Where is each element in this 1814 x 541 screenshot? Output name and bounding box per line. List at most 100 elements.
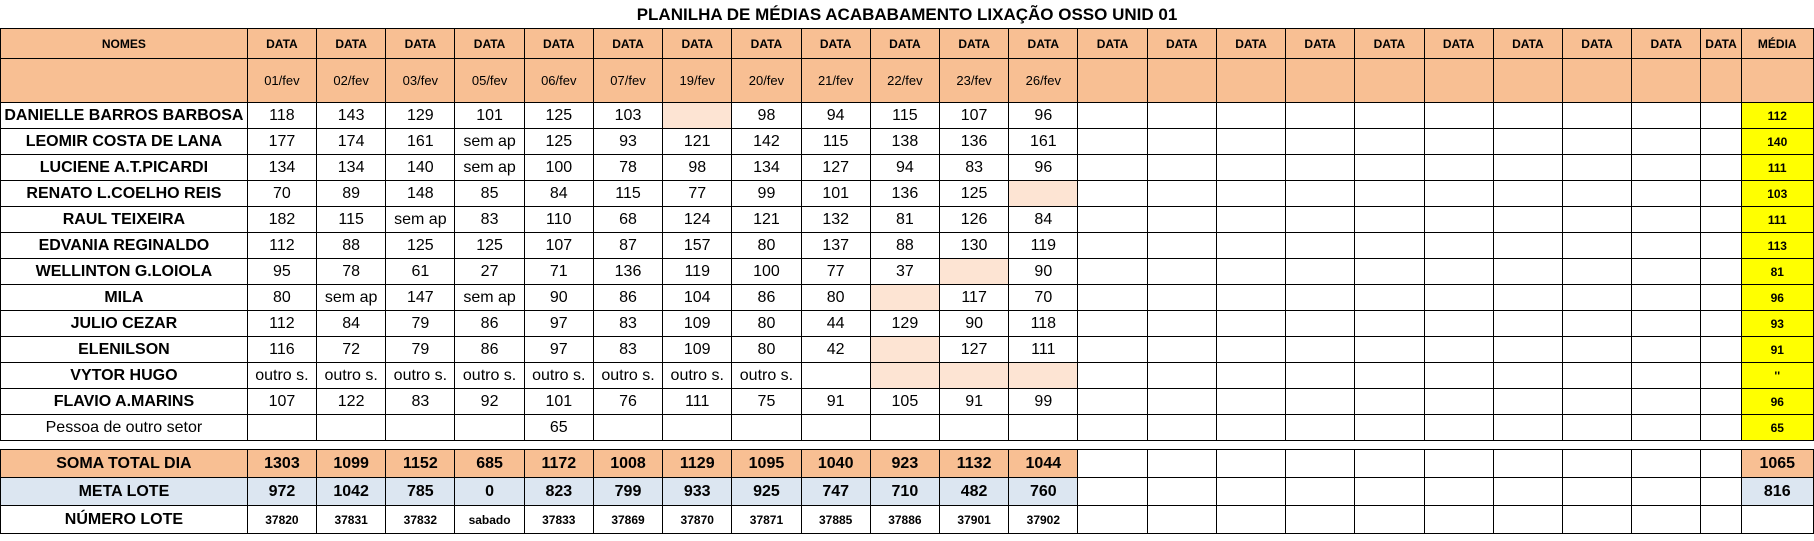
- header-date: [1561, 58, 1633, 103]
- empty-cell: [1561, 128, 1633, 155]
- value-cell: 78: [316, 258, 387, 285]
- empty-cell: [1285, 336, 1356, 363]
- value-cell: 84: [523, 180, 594, 207]
- value-cell: 94: [800, 102, 871, 129]
- value-cell: [662, 414, 733, 441]
- value-cell: outro s.: [523, 362, 594, 389]
- empty-cell: [1285, 258, 1356, 285]
- meta-value: 925: [731, 477, 802, 506]
- empty-cell: [1423, 180, 1494, 207]
- value-cell: 80: [731, 336, 802, 363]
- empty-cell: [1354, 449, 1425, 478]
- empty-cell: [1215, 258, 1287, 285]
- value-cell: 83: [454, 206, 525, 233]
- meta-row: META LOTE 972 1042 785 0 823 799 933 925 747 710 48…: [0, 477, 1814, 506]
- lote-value: 37885: [800, 505, 871, 534]
- value-cell: 95: [246, 258, 318, 285]
- value-cell: 124: [662, 206, 733, 233]
- empty-cell: [1631, 154, 1702, 181]
- empty-cell: [1146, 477, 1217, 506]
- empty-cell: [1700, 180, 1742, 207]
- value-cell: 86: [454, 336, 525, 363]
- empty-cell: [1354, 505, 1425, 534]
- table-row: DANIELLE BARROS BARBOSA 118 143 129 101 125 10…: [0, 102, 1814, 129]
- empty-cell: [1354, 206, 1425, 233]
- empty-cell: [1700, 449, 1742, 478]
- header-data: DATA: [662, 28, 733, 59]
- empty-cell: [1146, 258, 1217, 285]
- header-date: 22/fev: [869, 58, 941, 103]
- empty-cell: [1561, 449, 1633, 478]
- value-cell: 132: [800, 206, 871, 233]
- empty-cell: [1077, 102, 1148, 129]
- empty-cell: [1561, 180, 1633, 207]
- header-data: DATA: [1423, 28, 1494, 59]
- empty-cell: [1631, 336, 1702, 363]
- media-cell: 81: [1740, 258, 1814, 285]
- meta-value: 760: [1008, 477, 1079, 506]
- table-row: WELLINTON G.LOIOLA 95 78 61 27 71 136 119 100 77 3…: [0, 258, 1814, 285]
- empty-cell: [1285, 362, 1356, 389]
- value-cell: 125: [385, 232, 456, 259]
- empty-cell: [1561, 505, 1633, 534]
- value-cell: 118: [1008, 310, 1079, 337]
- header-date: 05/fev: [454, 58, 525, 103]
- value-cell: [662, 102, 733, 129]
- meta-value: 823: [523, 477, 594, 506]
- value-cell: 136: [938, 128, 1010, 155]
- empty-cell: [1354, 102, 1425, 129]
- empty-cell: [1146, 505, 1217, 534]
- empty-cell: [1423, 284, 1494, 311]
- media-cell: 65: [1740, 414, 1814, 441]
- empty-cell: [1423, 336, 1494, 363]
- value-cell: sem ap: [454, 154, 525, 181]
- media-cell: 111: [1740, 206, 1814, 233]
- empty-cell: [1492, 310, 1563, 337]
- header-date: 23/fev: [938, 58, 1010, 103]
- value-cell: 86: [731, 284, 802, 311]
- header-data: DATA: [1561, 28, 1633, 59]
- empty-cell: [1285, 449, 1356, 478]
- empty-cell: [1215, 284, 1287, 311]
- spacer: [0, 440, 1814, 450]
- empty-cell: [1700, 310, 1742, 337]
- employee-name: DANIELLE BARROS BARBOSA: [0, 102, 248, 129]
- header-media-blank: [1740, 58, 1814, 103]
- empty-cell: [1700, 336, 1742, 363]
- value-cell: [938, 414, 1010, 441]
- empty-cell: [1215, 362, 1287, 389]
- table-row: Pessoa de outro setor 65 65: [0, 414, 1814, 441]
- empty-cell: [1492, 477, 1563, 506]
- value-cell: 134: [316, 154, 387, 181]
- empty-cell: [1285, 388, 1356, 415]
- employee-name: FLAVIO A.MARINS: [0, 388, 248, 415]
- value-cell: 109: [662, 336, 733, 363]
- value-cell: [454, 414, 525, 441]
- value-cell: 83: [592, 336, 664, 363]
- soma-value: 1095: [731, 449, 802, 478]
- empty-cell: [1215, 128, 1287, 155]
- empty-cell: [1077, 310, 1148, 337]
- empty-cell: [1077, 206, 1148, 233]
- empty-cell: [1700, 258, 1742, 285]
- value-cell: 122: [316, 388, 387, 415]
- table-row: RAUL TEIXEIRA 182 115 sem ap 83 110 68 124 121 13…: [0, 206, 1814, 233]
- value-cell: 83: [938, 154, 1010, 181]
- header-date: [1423, 58, 1494, 103]
- empty-cell: [1561, 477, 1633, 506]
- empty-cell: [1354, 414, 1425, 441]
- header-date: 02/fev: [316, 58, 387, 103]
- empty-cell: [1146, 102, 1217, 129]
- lote-row: NÚMERO LOTE 37820 37831 37832 sabado 37833 378…: [0, 505, 1814, 534]
- empty-cell: [1561, 310, 1633, 337]
- empty-cell: [1492, 449, 1563, 478]
- header-data: DATA: [1008, 28, 1079, 59]
- value-cell: 109: [662, 310, 733, 337]
- empty-cell: [1700, 128, 1742, 155]
- empty-cell: [1700, 388, 1742, 415]
- empty-cell: [1146, 449, 1217, 478]
- empty-cell: [1354, 336, 1425, 363]
- empty-cell: [1354, 310, 1425, 337]
- empty-cell: [1215, 477, 1287, 506]
